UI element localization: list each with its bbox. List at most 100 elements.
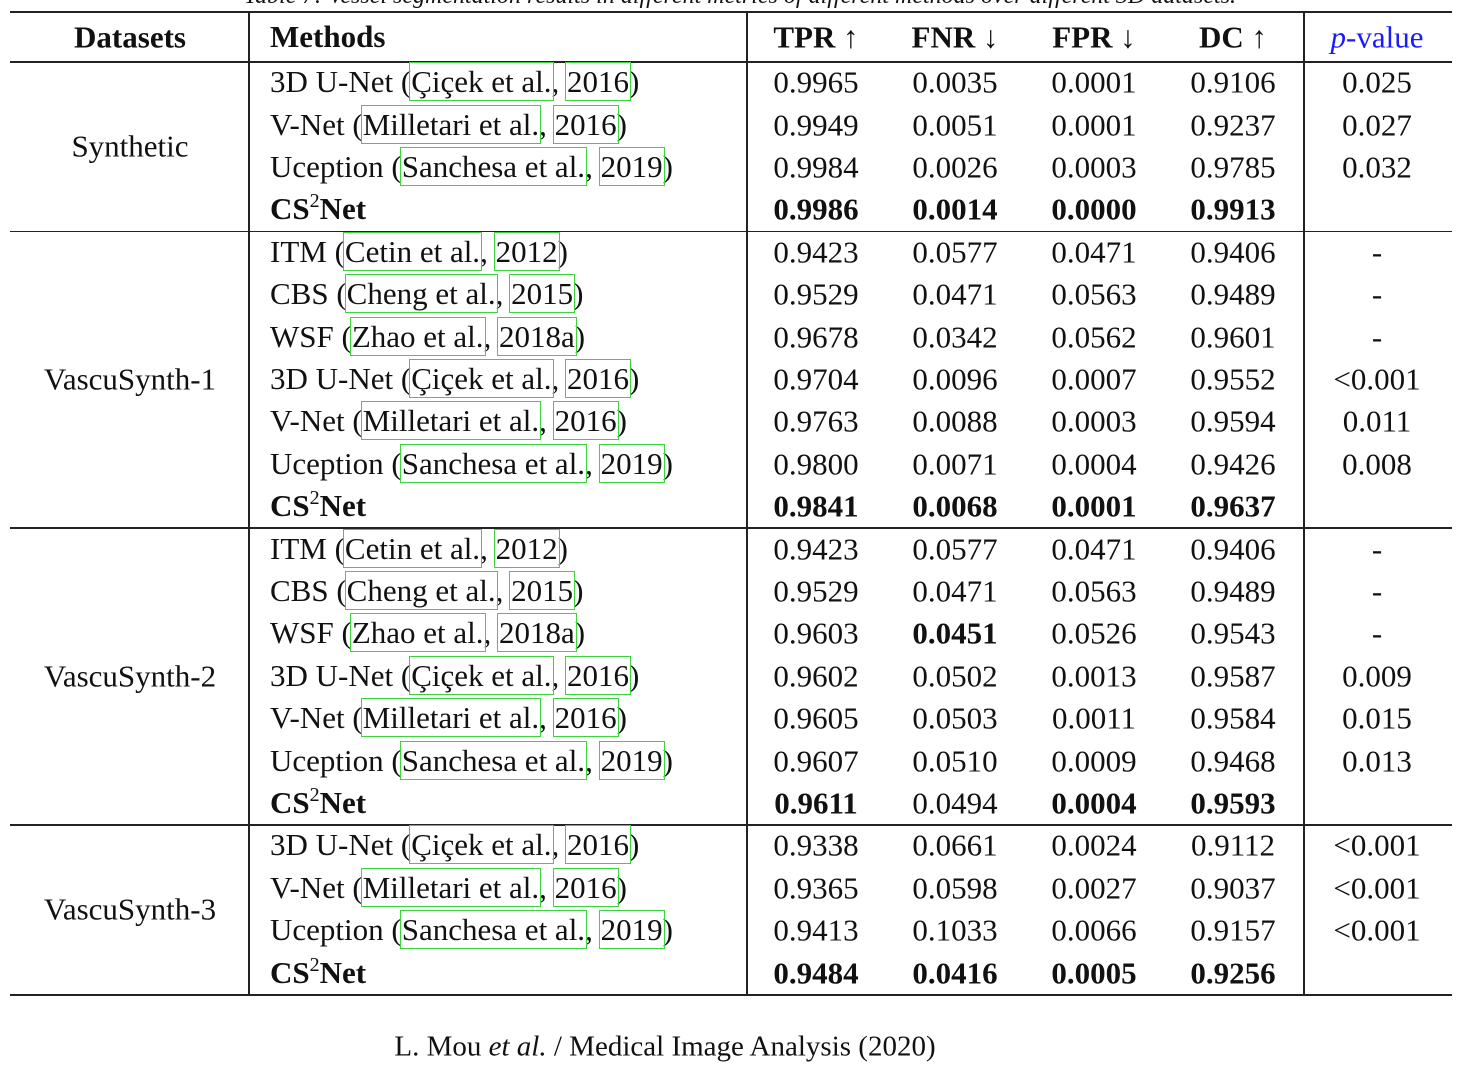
- method-text: 3D U-Net (: [270, 827, 412, 863]
- metric-value: 0.9704: [773, 361, 859, 397]
- method-text: ,: [483, 615, 500, 651]
- metric-value: 0.9602: [773, 658, 859, 694]
- metric-value: 0.0027: [1051, 870, 1137, 906]
- p-value: 0.027: [1342, 107, 1412, 143]
- p-value: <0.001: [1333, 870, 1421, 906]
- metric-value: 0.0471: [912, 573, 998, 609]
- citation-link: 2019: [598, 147, 665, 186]
- column-header: FPR ↓: [1052, 19, 1136, 55]
- metric-value: 0.9426: [1190, 446, 1276, 482]
- metric-value: 0.0526: [1051, 615, 1137, 651]
- citation-link: 2019: [598, 740, 665, 780]
- p-value: -: [1371, 276, 1383, 312]
- column-header: Methods: [270, 19, 386, 54]
- metric-value: 0.9763: [773, 403, 859, 439]
- metric-value: 0.9037: [1190, 870, 1276, 906]
- metric-value: 0.9913: [1190, 191, 1276, 227]
- dataset-name: Synthetic: [71, 128, 189, 164]
- citation-link: Cetin et al.: [342, 528, 483, 568]
- metric-value: 0.0510: [912, 743, 998, 779]
- metric-value: 0.0088: [912, 403, 998, 439]
- method-name: Net: [319, 954, 367, 990]
- method-text: ,: [480, 233, 496, 269]
- citation-link: Sanchesa et al.: [399, 147, 588, 186]
- citation-link: 2016: [552, 104, 619, 144]
- metric-value: 0.0000: [1051, 191, 1137, 227]
- metric-value: 0.0003: [1051, 149, 1137, 185]
- method-name: CS: [270, 954, 310, 990]
- method-text: WSF (: [270, 615, 352, 651]
- method-name: Net: [319, 488, 367, 524]
- method-name: CS: [270, 785, 310, 820]
- p-value: 0.015: [1342, 700, 1412, 736]
- p-value: 0.025: [1342, 64, 1412, 100]
- p-value: 0.032: [1342, 149, 1412, 185]
- citation-link: 2019: [598, 443, 665, 483]
- method-cell: 3D U-Net (Çiçek et al., 2016): [270, 655, 639, 695]
- metric-value: 0.9423: [773, 531, 859, 567]
- p-symbol: p: [1330, 19, 1347, 55]
- metric-value: 0.9237: [1190, 107, 1276, 143]
- method-text: ): [662, 742, 673, 778]
- rule: [10, 61, 1452, 63]
- column-header: Datasets: [74, 19, 186, 55]
- rule: [10, 824, 1452, 826]
- p-value: 0.011: [1342, 403, 1412, 439]
- metric-value: 0.0001: [1051, 107, 1137, 143]
- method-cell: CS2Net: [270, 488, 367, 524]
- metric-value: 0.0007: [1051, 361, 1137, 397]
- method-cell: V-Net (Milletari et al., 2016): [270, 401, 627, 441]
- footer-text: et al.: [488, 1030, 547, 1063]
- metric-value: 0.0342: [912, 319, 998, 355]
- method-text: ): [557, 233, 568, 269]
- method-text: ,: [585, 742, 601, 778]
- metric-value: 0.9584: [1190, 700, 1276, 736]
- method-text: Uception (: [270, 445, 402, 481]
- citation-link: 2012: [493, 231, 560, 271]
- citation-link: Cheng et al.: [344, 571, 498, 610]
- rule: [10, 230, 1452, 233]
- method-text: V-Net (: [270, 700, 363, 736]
- citation-link: Milletari et al.: [360, 104, 542, 144]
- metric-value: 0.9365: [773, 870, 859, 906]
- citation-link: 2019: [598, 910, 665, 950]
- method-text: V-Net (: [270, 403, 363, 439]
- metric-value: 0.0066: [1051, 912, 1137, 948]
- method-name: CS: [270, 191, 310, 227]
- method-cell: ITM (Cetin et al., 2012): [270, 528, 568, 568]
- citation-link: 2016: [565, 359, 631, 398]
- metric-value: 0.9529: [773, 276, 859, 312]
- method-superscript: 2: [309, 190, 320, 213]
- citation-link: 2018a: [497, 613, 577, 653]
- page-footer: L. Mou et al. / Medical Image Analysis (…: [394, 1030, 936, 1063]
- method-cell: CS2Net: [270, 190, 366, 227]
- footer-text: / Medical Image Analysis (2020): [546, 1030, 936, 1063]
- metric-value: 0.0494: [912, 785, 998, 821]
- citation-link: Zhao et al.: [349, 316, 486, 356]
- method-text: ,: [551, 657, 567, 693]
- citation-link: Cetin et al.: [342, 231, 483, 271]
- metric-value: 0.9603: [773, 615, 859, 651]
- citation-link: 2016: [552, 867, 619, 907]
- citation-link: 2016: [565, 825, 631, 865]
- method-text: ,: [539, 700, 555, 736]
- citation-link: Sanchesa et al.: [399, 443, 588, 483]
- p-value: <0.001: [1333, 361, 1421, 397]
- metric-value: 0.0471: [1051, 531, 1137, 567]
- metric-value: 0.0451: [912, 615, 998, 651]
- method-text: ): [574, 615, 586, 651]
- metric-value: 0.0416: [912, 955, 998, 991]
- metric-value: 0.0024: [1051, 827, 1137, 863]
- rule: [10, 11, 1452, 13]
- citation-link: Milletari et al.: [360, 867, 542, 907]
- method-cell: V-Net (Milletari et al., 2016): [270, 867, 627, 907]
- method-cell: V-Net (Milletari et al., 2016): [270, 698, 627, 738]
- method-cell: Uception (Sanchesa et al., 2019): [270, 740, 673, 780]
- citation-link: Çiçek et al.: [409, 62, 554, 102]
- method-name: Net: [319, 785, 367, 820]
- p-value: -: [1371, 234, 1383, 270]
- citation-link: 2015: [509, 274, 576, 314]
- metric-value: 0.0026: [912, 149, 998, 185]
- method-text: ): [573, 573, 584, 608]
- method-superscript: 2: [309, 784, 320, 806]
